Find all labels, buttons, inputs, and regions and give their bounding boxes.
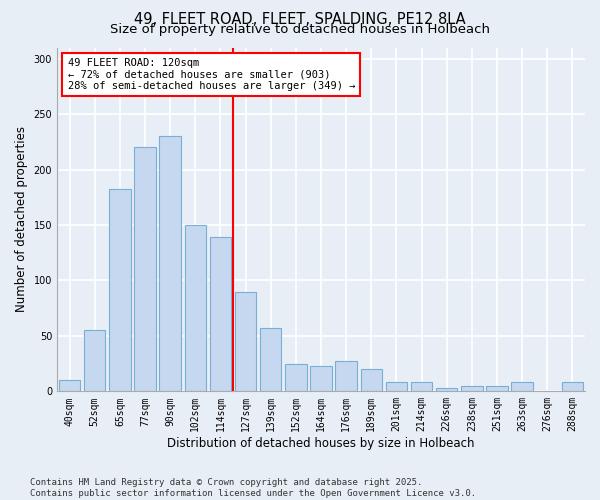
Bar [59,380,80,392]
Bar [361,369,382,392]
Text: Size of property relative to detached houses in Holbeach: Size of property relative to detached ho… [110,22,490,36]
Text: 49, FLEET ROAD, FLEET, SPALDING, PE12 8LA: 49, FLEET ROAD, FLEET, SPALDING, PE12 8L… [134,12,466,28]
Text: Contains HM Land Registry data © Crown copyright and database right 2025.
Contai: Contains HM Land Registry data © Crown c… [30,478,476,498]
Bar [185,225,206,392]
Bar [260,328,281,392]
Bar [562,382,583,392]
Bar [436,388,457,392]
Text: 49 FLEET ROAD: 120sqm
← 72% of detached houses are smaller (903)
28% of semi-det: 49 FLEET ROAD: 120sqm ← 72% of detached … [68,58,355,91]
Bar [235,292,256,392]
Bar [109,190,131,392]
Bar [335,362,357,392]
Y-axis label: Number of detached properties: Number of detached properties [15,126,28,312]
Bar [84,330,106,392]
Bar [285,364,307,392]
Bar [487,386,508,392]
Bar [461,386,482,392]
Bar [310,366,332,392]
Bar [511,382,533,392]
Bar [134,148,156,392]
Bar [210,237,231,392]
Bar [411,382,432,392]
X-axis label: Distribution of detached houses by size in Holbeach: Distribution of detached houses by size … [167,437,475,450]
Bar [160,136,181,392]
Bar [386,382,407,392]
